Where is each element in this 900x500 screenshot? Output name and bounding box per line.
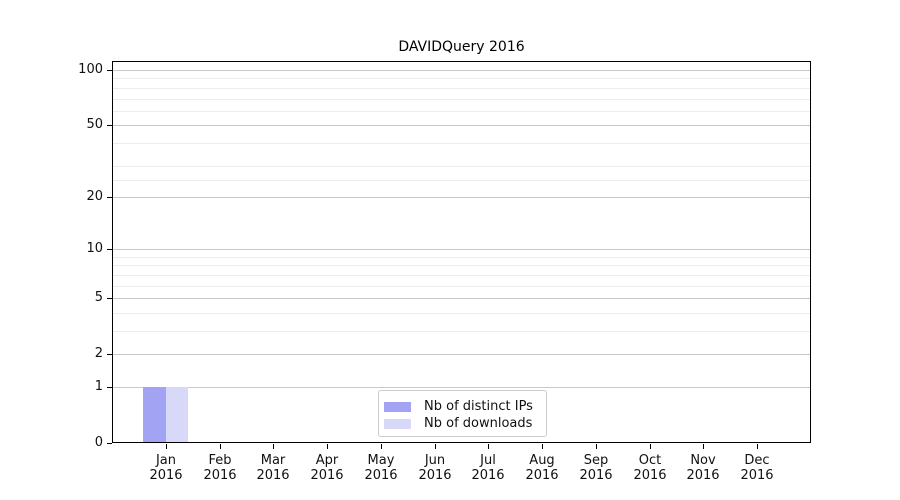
chart-title: DAVIDQuery 2016 bbox=[398, 39, 525, 55]
x-tick-label: Apr 2016 bbox=[295, 453, 359, 483]
x-tick-label-month: Jan bbox=[155, 453, 177, 468]
x-tick-label: Dec 2016 bbox=[725, 453, 789, 483]
minor-gridline bbox=[113, 166, 810, 167]
x-tick-label-year: 2016 bbox=[310, 468, 344, 483]
x-tick-label: Nov 2016 bbox=[671, 453, 735, 483]
x-tick-label-month: Feb bbox=[208, 453, 232, 468]
x-tick-label: Jan 2016 bbox=[134, 453, 198, 483]
major-gridline bbox=[113, 387, 810, 388]
minor-gridline bbox=[113, 286, 810, 287]
bar-distinct-ips bbox=[143, 386, 166, 443]
x-tick-mark bbox=[273, 444, 274, 449]
major-gridline bbox=[113, 70, 810, 71]
x-tick-label-month: Aug bbox=[529, 453, 555, 468]
x-tick-label-year: 2016 bbox=[203, 468, 237, 483]
major-gridline bbox=[113, 354, 810, 355]
x-tick-mark bbox=[381, 444, 382, 449]
y-tick-mark bbox=[107, 354, 112, 355]
x-tick-label-month: Dec bbox=[744, 453, 770, 468]
y-tick-mark bbox=[107, 70, 112, 71]
x-tick-label-month: Nov bbox=[690, 453, 716, 468]
x-tick-label-month: Jun bbox=[424, 453, 446, 468]
legend-row: Nb of distinct IPs bbox=[384, 398, 540, 415]
x-tick-label-month: May bbox=[367, 453, 395, 468]
y-tick-label: 5 bbox=[94, 290, 103, 305]
minor-gridline bbox=[113, 313, 810, 314]
x-tick-label: Feb 2016 bbox=[188, 453, 252, 483]
x-tick-mark bbox=[166, 444, 167, 449]
x-tick-mark bbox=[596, 444, 597, 449]
x-tick-label-year: 2016 bbox=[364, 468, 398, 483]
x-tick-label-month: Jul bbox=[480, 453, 496, 468]
x-tick-label-year: 2016 bbox=[740, 468, 774, 483]
x-tick-label-year: 2016 bbox=[471, 468, 505, 483]
major-gridline bbox=[113, 249, 810, 250]
x-tick-label: Jun 2016 bbox=[403, 453, 467, 483]
legend-swatch bbox=[384, 401, 411, 412]
minor-gridline bbox=[113, 88, 810, 89]
y-tick-mark bbox=[107, 197, 112, 198]
minor-gridline bbox=[113, 143, 810, 144]
y-tick-mark bbox=[107, 298, 112, 299]
y-tick-label: 100 bbox=[78, 62, 103, 77]
minor-gridline bbox=[113, 275, 810, 276]
major-gridline bbox=[113, 197, 810, 198]
x-tick-label: Mar 2016 bbox=[241, 453, 305, 483]
y-tick-label: 10 bbox=[86, 241, 103, 256]
y-tick-mark bbox=[107, 443, 112, 444]
x-tick-mark bbox=[542, 444, 543, 449]
x-tick-mark bbox=[757, 444, 758, 449]
x-tick-label-year: 2016 bbox=[686, 468, 720, 483]
x-tick-label-month: Mar bbox=[260, 453, 286, 468]
y-tick-mark bbox=[107, 387, 112, 388]
legend-row: Nb of downloads bbox=[384, 415, 540, 432]
x-tick-label-year: 2016 bbox=[633, 468, 667, 483]
x-tick-label: Sep 2016 bbox=[564, 453, 628, 483]
minor-gridline bbox=[113, 265, 810, 266]
y-tick-label: 1 bbox=[94, 379, 103, 394]
x-tick-label-month: Sep bbox=[583, 453, 609, 468]
plot-area-frame bbox=[112, 61, 811, 443]
x-tick-label-year: 2016 bbox=[418, 468, 452, 483]
legend-label: Nb of distinct IPs bbox=[424, 399, 533, 414]
minor-gridline bbox=[113, 180, 810, 181]
y-tick-mark bbox=[107, 249, 112, 250]
legend-label: Nb of downloads bbox=[424, 416, 533, 431]
x-tick-label-year: 2016 bbox=[256, 468, 290, 483]
x-tick-mark bbox=[488, 444, 489, 449]
y-tick-label: 50 bbox=[86, 117, 103, 132]
x-tick-label: Jul 2016 bbox=[456, 453, 520, 483]
x-tick-label: Aug 2016 bbox=[510, 453, 574, 483]
x-tick-label-year: 2016 bbox=[579, 468, 613, 483]
minor-gridline bbox=[113, 78, 810, 79]
x-tick-label-year: 2016 bbox=[525, 468, 559, 483]
x-tick-mark bbox=[435, 444, 436, 449]
x-tick-mark bbox=[220, 444, 221, 449]
x-tick-label: Oct 2016 bbox=[618, 453, 682, 483]
major-gridline bbox=[113, 298, 810, 299]
x-tick-mark bbox=[327, 444, 328, 449]
y-tick-label: 20 bbox=[86, 189, 103, 204]
y-tick-label: 2 bbox=[94, 346, 103, 361]
y-tick-label: 0 bbox=[94, 435, 103, 450]
y-tick-mark bbox=[107, 125, 112, 126]
minor-gridline bbox=[113, 331, 810, 332]
x-tick-mark bbox=[650, 444, 651, 449]
bar-downloads bbox=[165, 386, 189, 443]
major-gridline bbox=[113, 125, 810, 126]
legend: Nb of distinct IPs Nb of downloads bbox=[378, 390, 547, 437]
x-tick-label-month: Apr bbox=[315, 453, 339, 468]
minor-gridline bbox=[113, 111, 810, 112]
x-tick-label-year: 2016 bbox=[149, 468, 183, 483]
minor-gridline bbox=[113, 99, 810, 100]
x-tick-label-month: Oct bbox=[638, 453, 662, 468]
x-tick-mark bbox=[703, 444, 704, 449]
x-tick-label: May 2016 bbox=[349, 453, 413, 483]
legend-swatch bbox=[384, 418, 411, 429]
minor-gridline bbox=[113, 257, 810, 258]
